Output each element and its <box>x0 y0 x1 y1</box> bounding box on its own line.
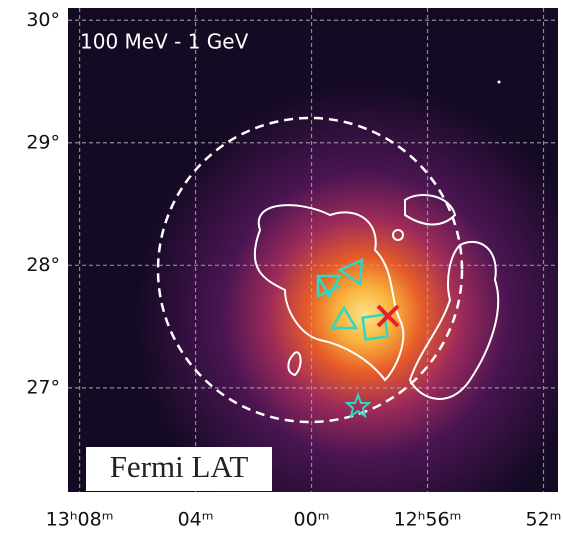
position-cross <box>376 304 400 328</box>
x-tick-label: 52ᵐ <box>525 509 561 531</box>
energy-label: 100 MeV - 1 GeV <box>80 30 249 54</box>
intensity <box>68 8 558 492</box>
source-marker <box>344 392 372 419</box>
y-tick-label: 29° <box>26 131 60 153</box>
label-box <box>86 447 272 491</box>
x-tick-label: 12ʰ56ᵐ <box>394 509 462 531</box>
y-tick-label: 27° <box>26 376 60 398</box>
source-marker <box>329 305 359 330</box>
contour <box>404 194 500 400</box>
x-tick-label: 00ᵐ <box>294 509 330 531</box>
y-tick-label: 30° <box>26 9 60 31</box>
contour <box>392 229 404 241</box>
source-marker <box>361 313 389 341</box>
region-circle <box>156 116 464 424</box>
x-tick-label: 04ᵐ <box>178 509 214 531</box>
source-marker <box>337 257 364 287</box>
x-tick-label: 13ʰ08ᵐ <box>46 509 114 531</box>
contour <box>287 351 302 377</box>
instrument-label: Fermi LAT <box>110 449 249 484</box>
star-dot <box>497 80 501 84</box>
source-marker <box>315 274 343 299</box>
map <box>68 8 558 492</box>
contour <box>253 204 405 382</box>
y-tick-label: 28° <box>26 254 60 276</box>
